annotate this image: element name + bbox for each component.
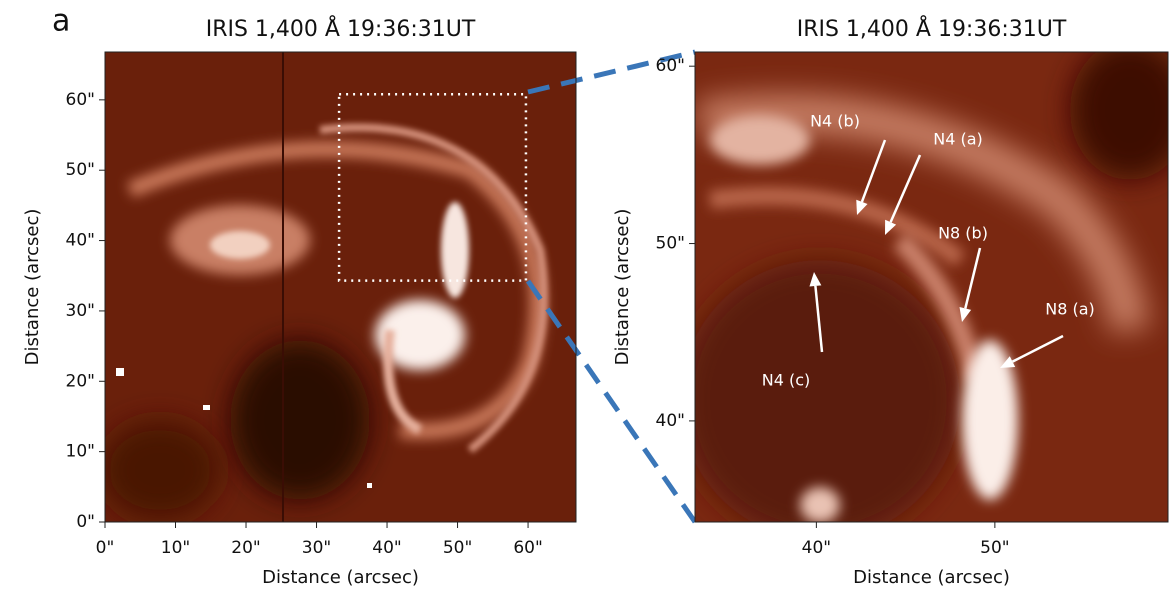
x-tick-label: 40" — [372, 538, 401, 558]
zoom-connector — [527, 49, 696, 95]
arrow-shaft — [889, 154, 922, 223]
x-tick-label: 20" — [231, 538, 260, 558]
y-tick-label: 0" — [76, 512, 95, 532]
y-tick-label: 60" — [656, 56, 685, 76]
y-tick-label: 50" — [66, 160, 95, 180]
x-tick-label: 0" — [96, 538, 115, 558]
x-tick-label: 60" — [513, 538, 542, 558]
left-image — [105, 52, 576, 522]
right-image — [695, 52, 1168, 522]
annotation: N8 (a) — [1045, 300, 1095, 319]
annotation: N4 (c) — [762, 371, 811, 390]
axes-frame — [104, 51, 577, 523]
arrow-head — [809, 272, 822, 287]
y-tick-label: 50" — [656, 234, 685, 254]
arrow-shaft — [964, 247, 982, 309]
axes-frame — [694, 51, 1169, 523]
chart-title: IRIS 1,400 Å 19:36:31UT — [797, 15, 1067, 42]
y-tick-label: 10" — [66, 442, 95, 462]
x-axis-label: Distance (arcsec) — [853, 567, 1010, 588]
annotation: N4 (b) — [810, 112, 860, 131]
x-tick-label: 30" — [302, 538, 331, 558]
x-tick-label: 50" — [443, 538, 472, 558]
y-axis-label: Distance (arcsec) — [612, 209, 633, 366]
y-axis-label: Distance (arcsec) — [22, 209, 43, 366]
arrow-shaft — [860, 139, 887, 203]
arrow-head — [885, 219, 897, 235]
y-tick-label: 40" — [656, 411, 685, 431]
y-tick-label: 40" — [66, 231, 95, 251]
zoom-box — [337, 92, 528, 282]
y-tick-label: 20" — [66, 371, 95, 391]
x-tick-label: 50" — [980, 538, 1009, 558]
chart-title: IRIS 1,400 Å 19:36:31UT — [206, 15, 476, 42]
x-axis-label: Distance (arcsec) — [262, 567, 419, 588]
annotation-arrows — [809, 139, 1064, 368]
annotation: N4 (a) — [933, 130, 983, 149]
arrow-head — [959, 306, 972, 322]
annotation: N8 (b) — [938, 224, 988, 243]
panel-label: a — [52, 4, 70, 39]
x-tick-label: 10" — [161, 538, 190, 558]
arrow-shaft — [1011, 334, 1064, 363]
arrow-head — [856, 199, 868, 215]
x-tick-label: 40" — [802, 538, 831, 558]
y-tick-label: 30" — [66, 301, 95, 321]
arrow-head — [1000, 356, 1016, 368]
arrow-shaft — [814, 285, 824, 353]
y-tick-label: 60" — [66, 90, 95, 110]
zoom-connector — [525, 279, 698, 524]
